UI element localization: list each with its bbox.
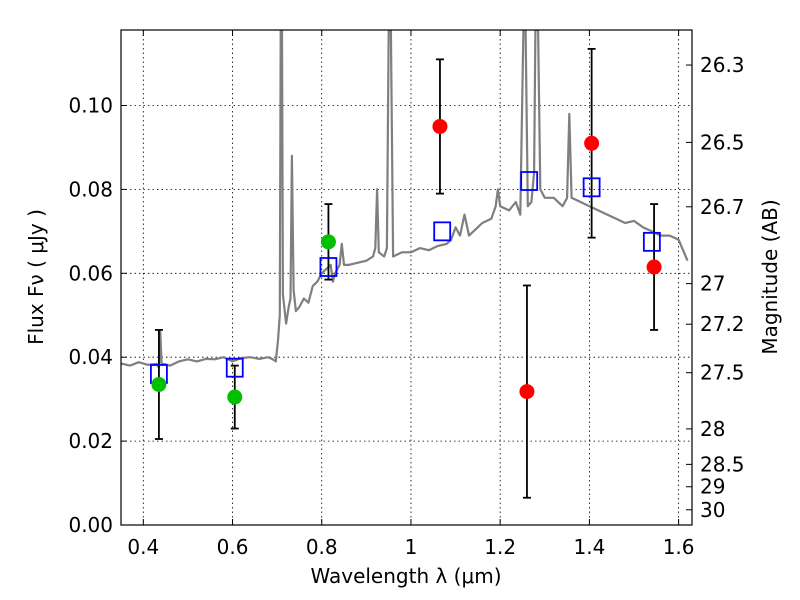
- x-tick-label: 1.6: [663, 535, 695, 559]
- y-tick-label: 0.10: [68, 94, 113, 118]
- y-tick-label: 0.08: [68, 177, 113, 201]
- y-tick-label: 0.00: [68, 513, 113, 537]
- model-point: [319, 257, 338, 277]
- optical-point: [320, 234, 336, 250]
- model-point: [642, 231, 661, 252]
- model-point: [582, 177, 601, 198]
- mag-tick-label: 27: [700, 272, 725, 296]
- grid-layer: [121, 30, 692, 526]
- x-tick-label: 1: [405, 535, 418, 559]
- nir-point: [646, 259, 662, 275]
- x-tick-label: 1.4: [573, 535, 605, 559]
- x-tick-label: 1.2: [484, 535, 516, 559]
- y2-axis-label: Magnitude (AB): [758, 199, 782, 354]
- nir-point: [432, 118, 448, 134]
- mag-tick-label: 28: [700, 417, 725, 441]
- observed-layer: [151, 118, 662, 405]
- model-point: [225, 357, 244, 378]
- y-tick-label: 0.04: [68, 345, 113, 369]
- mag-tick-label: 26.7: [700, 195, 745, 219]
- model-point: [433, 221, 452, 242]
- mag-tick-label: 28.5: [700, 452, 745, 476]
- nir-point: [519, 384, 535, 400]
- tick-layer: 0.4 0.6 0.8 1 1.2 1.4 1.6 0.00 0.02 0.04 0.06 0.08 0…: [68, 30, 745, 559]
- mag-tick-label: 26.3: [700, 53, 745, 77]
- mag-tick-label: 27.5: [700, 361, 745, 385]
- x-tick-label: 0.4: [127, 535, 159, 559]
- y-tick-label: 0.02: [68, 429, 113, 453]
- optical-point: [151, 376, 167, 392]
- x-tick-label: 0.8: [306, 535, 338, 559]
- nir-point: [584, 135, 600, 151]
- y-tick-label: 0.06: [68, 261, 113, 285]
- mag-tick-label: 27.2: [700, 312, 745, 336]
- y-axis-label: Flux Fν ( μJy ): [24, 209, 48, 345]
- model-point: [520, 171, 539, 191]
- spectrum-line: [121, 30, 689, 369]
- mag-tick-label: 30: [700, 498, 725, 522]
- x-axis-label: Wavelength λ (μm): [310, 564, 501, 588]
- mag-tick-label: 26.5: [700, 130, 745, 154]
- plot-frame: [120, 29, 693, 526]
- mag-tick-label: 29: [700, 475, 725, 499]
- spectrum-layer: [121, 30, 689, 369]
- x-tick-label: 0.6: [217, 535, 249, 559]
- optical-point: [227, 389, 243, 405]
